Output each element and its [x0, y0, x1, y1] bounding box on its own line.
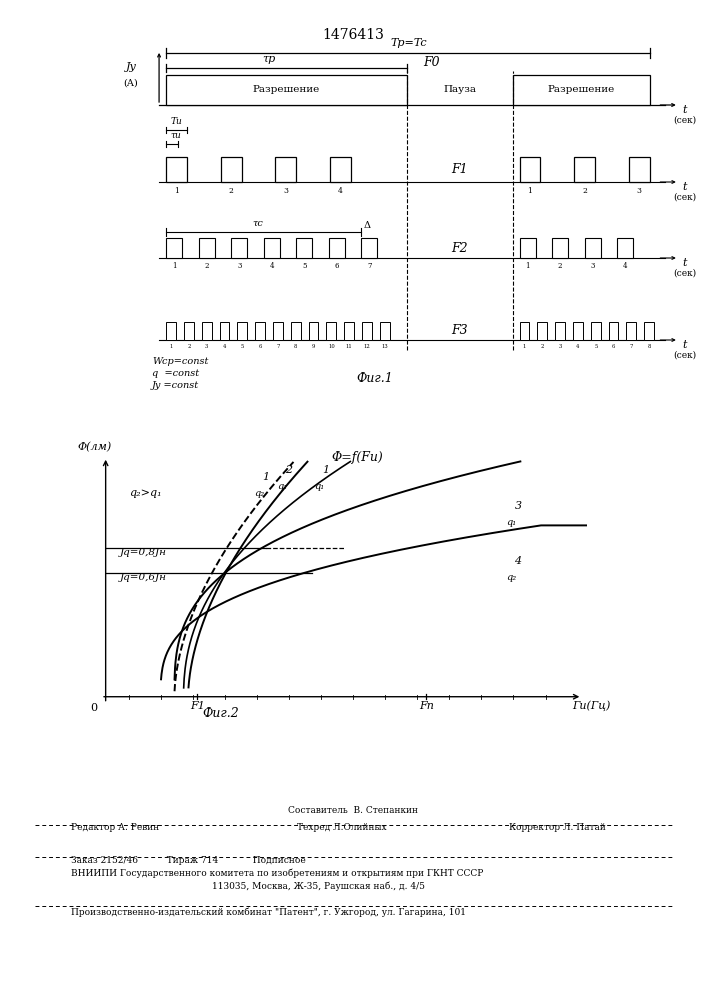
Text: t: t — [682, 258, 686, 268]
Text: 13: 13 — [381, 344, 388, 350]
Text: τp: τp — [262, 54, 276, 64]
Text: 1: 1 — [525, 262, 530, 270]
Text: 1: 1 — [262, 472, 269, 482]
Text: 3: 3 — [284, 187, 288, 195]
Text: ВНИИПИ Государственного комитета по изобретениям и открытиям при ГКНТ СССР: ВНИИПИ Государственного комитета по изоб… — [71, 868, 483, 878]
Text: Заказ 2152/46          Тираж 714            Подписное: Заказ 2152/46 Тираж 714 Подписное — [71, 856, 305, 865]
Text: 5: 5 — [240, 344, 244, 350]
Text: 4: 4 — [269, 262, 274, 270]
Text: 11: 11 — [346, 344, 353, 350]
Text: F3: F3 — [451, 324, 468, 338]
Text: q  =const: q =const — [152, 369, 199, 378]
Text: 2: 2 — [558, 262, 563, 270]
Text: Редактор А. Ревин: Редактор А. Ревин — [71, 823, 159, 832]
Text: τc: τc — [252, 219, 264, 228]
Text: 2: 2 — [229, 187, 233, 195]
Text: 5: 5 — [302, 262, 306, 270]
Text: 10: 10 — [328, 344, 334, 350]
Text: (сек): (сек) — [673, 115, 696, 124]
Text: 0: 0 — [90, 703, 98, 713]
Text: 6: 6 — [258, 344, 262, 350]
Text: q₁: q₁ — [277, 482, 287, 491]
Text: q₂: q₂ — [506, 573, 516, 582]
Text: 4: 4 — [515, 556, 522, 566]
Text: q₁: q₁ — [314, 482, 324, 491]
Text: 8: 8 — [294, 344, 298, 350]
Text: 1: 1 — [527, 187, 532, 195]
Text: Фиг.2: Фиг.2 — [201, 707, 238, 720]
Text: Техред Л.Олийных: Техред Л.Олийных — [297, 823, 387, 832]
Text: t: t — [682, 340, 686, 350]
Text: 12: 12 — [363, 344, 370, 350]
Text: 1: 1 — [170, 344, 173, 350]
Text: 2: 2 — [187, 344, 190, 350]
Text: q₂>q₁: q₂>q₁ — [129, 488, 161, 498]
Text: 4: 4 — [223, 344, 226, 350]
Text: (сек): (сек) — [673, 351, 696, 360]
Text: (сек): (сек) — [673, 268, 696, 277]
Text: F1: F1 — [190, 701, 205, 711]
Text: F2: F2 — [451, 241, 468, 254]
Text: 7: 7 — [367, 262, 371, 270]
Text: 5: 5 — [594, 344, 597, 350]
Text: 7: 7 — [630, 344, 633, 350]
Text: 1: 1 — [174, 187, 179, 195]
Text: 3: 3 — [237, 262, 241, 270]
Text: Пауза: Пауза — [443, 86, 476, 95]
Text: Wcp=const: Wcp=const — [152, 358, 209, 366]
Text: 1: 1 — [523, 344, 526, 350]
Text: t: t — [682, 105, 686, 115]
Text: Tu: Tu — [170, 116, 182, 125]
Text: Φ(лм): Φ(лм) — [77, 442, 111, 452]
Text: t: t — [682, 182, 686, 192]
Text: Jy: Jy — [125, 62, 136, 72]
Text: 4: 4 — [623, 262, 628, 270]
Text: 3: 3 — [637, 187, 642, 195]
Text: F0: F0 — [423, 56, 440, 70]
Text: 9: 9 — [312, 344, 315, 350]
Text: 4: 4 — [338, 187, 343, 195]
Text: Δ: Δ — [363, 222, 370, 231]
Text: Φ=f(Fu): Φ=f(Fu) — [332, 451, 384, 464]
Text: Jy =const: Jy =const — [152, 381, 199, 390]
Text: Jq=0,8Jн: Jq=0,8Jн — [119, 548, 166, 557]
Text: Составитель  В. Степанкин: Составитель В. Степанкин — [288, 806, 419, 815]
Text: 3: 3 — [205, 344, 209, 350]
Text: 3: 3 — [515, 501, 522, 511]
Text: Tp=Tc: Tp=Tc — [390, 38, 426, 48]
Text: 2: 2 — [541, 344, 544, 350]
Text: 2: 2 — [204, 262, 209, 270]
Text: 6: 6 — [334, 262, 339, 270]
Text: Гu(Гц): Гu(Гц) — [572, 700, 611, 711]
Text: τu: τu — [170, 130, 181, 139]
Text: Фиг.1: Фиг.1 — [356, 371, 393, 384]
Text: Fn: Fn — [419, 701, 434, 711]
Text: F1: F1 — [451, 163, 468, 176]
Text: 6: 6 — [612, 344, 615, 350]
Text: Разрешение: Разрешение — [548, 86, 615, 95]
Text: Корректор Л. Патай: Корректор Л. Патай — [509, 823, 606, 832]
Text: 8: 8 — [648, 344, 651, 350]
Text: 4: 4 — [576, 344, 580, 350]
Text: (A): (A) — [124, 79, 138, 88]
Text: 2: 2 — [583, 187, 587, 195]
Text: 113035, Москва, Ж-35, Раушская наб., д. 4/5: 113035, Москва, Ж-35, Раушская наб., д. … — [212, 882, 425, 891]
Text: q₂: q₂ — [254, 489, 264, 498]
Text: 1476413: 1476413 — [322, 28, 385, 42]
Text: Разрешение: Разрешение — [252, 86, 320, 95]
Text: 1: 1 — [322, 465, 329, 475]
Text: (сек): (сек) — [673, 193, 696, 202]
Text: 2: 2 — [286, 465, 293, 475]
Text: 1: 1 — [172, 262, 177, 270]
Text: 3: 3 — [559, 344, 562, 350]
Text: Производственно-издательский комбинат "Патент", г. Ужгород, ул. Гагарина, 101: Производственно-издательский комбинат "П… — [71, 908, 466, 917]
Text: q₁: q₁ — [506, 518, 516, 527]
Text: 3: 3 — [590, 262, 595, 270]
Text: Jq=0,6Jн: Jq=0,6Jн — [119, 573, 166, 582]
Text: 7: 7 — [276, 344, 279, 350]
